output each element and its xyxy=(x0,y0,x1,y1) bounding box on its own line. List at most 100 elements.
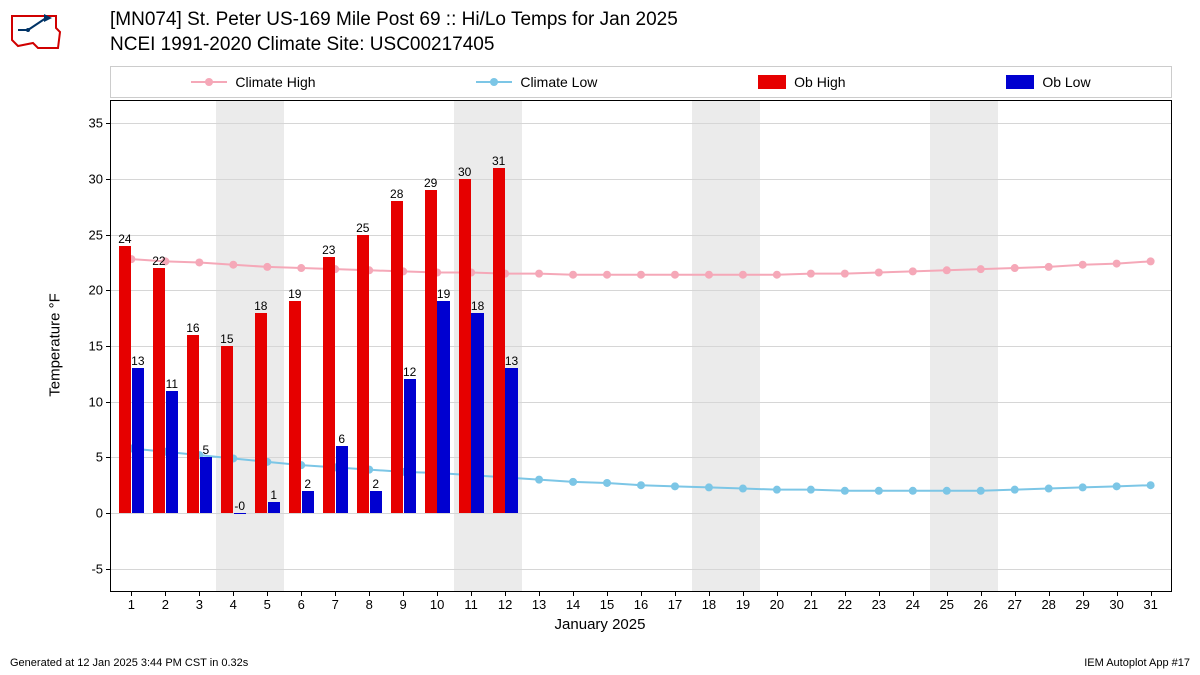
climate-high-marker xyxy=(875,269,883,277)
climate-high-marker xyxy=(909,267,917,275)
gridline xyxy=(111,513,1171,514)
ob-low-bar xyxy=(404,379,416,513)
bar-value-label: 31 xyxy=(492,154,505,168)
ob-low-bar xyxy=(437,301,449,513)
bar-value-label: 15 xyxy=(220,332,233,346)
bar-value-label: 2 xyxy=(372,477,379,491)
climate-high-marker xyxy=(1045,263,1053,271)
legend: Climate High Climate Low Ob High Ob Low xyxy=(110,66,1172,98)
climate-high-marker xyxy=(1147,257,1155,265)
bar-value-label: 12 xyxy=(403,365,416,379)
climate-low-line xyxy=(131,448,1150,490)
bar-value-label: 28 xyxy=(390,187,403,201)
ob-high-bar xyxy=(391,201,403,513)
bar-value-label: 19 xyxy=(288,287,301,301)
footer-app: IEM Autoplot App #17 xyxy=(1084,657,1190,669)
bar-value-label: 5 xyxy=(202,443,209,457)
ob-high-bar xyxy=(323,257,335,513)
climate-high-marker xyxy=(569,271,577,279)
chart-title: [MN074] St. Peter US-169 Mile Post 69 ::… xyxy=(110,8,678,57)
bar-value-label: 18 xyxy=(471,299,484,313)
legend-label: Ob Low xyxy=(1042,74,1090,90)
gridline xyxy=(111,179,1171,180)
climate-high-marker xyxy=(1079,261,1087,269)
ob-low-bar xyxy=(505,368,517,513)
ob-low-bar xyxy=(302,491,314,513)
climate-low-marker xyxy=(1079,483,1087,491)
bar-value-label: 19 xyxy=(437,287,450,301)
bar-value-label: 29 xyxy=(424,176,437,190)
gridline xyxy=(111,123,1171,124)
ob-high-bar xyxy=(119,246,131,513)
bar-value-label: 1 xyxy=(270,488,277,502)
climate-high-marker xyxy=(603,271,611,279)
ob-high-bar xyxy=(187,335,199,513)
ob-low-bar xyxy=(268,502,280,513)
ob-low-bar xyxy=(370,491,382,513)
climate-low-marker xyxy=(841,487,849,495)
climate-low-marker xyxy=(603,479,611,487)
title-line-1: [MN074] St. Peter US-169 Mile Post 69 ::… xyxy=(110,8,678,33)
climate-high-marker xyxy=(1011,264,1019,272)
bar-value-label: 13 xyxy=(131,354,144,368)
legend-item-climate-low: Climate Low xyxy=(476,74,597,90)
ob-high-bar xyxy=(221,346,233,513)
climate-low-marker xyxy=(909,487,917,495)
gridline xyxy=(111,457,1171,458)
climate-low-marker xyxy=(535,476,543,484)
bar-value-label: 24 xyxy=(118,232,131,246)
climate-low-marker xyxy=(1011,486,1019,494)
ob-high-bar xyxy=(459,179,471,513)
climate-low-marker xyxy=(807,486,815,494)
climate-high-line xyxy=(131,259,1150,275)
gridline xyxy=(111,290,1171,291)
climate-high-marker xyxy=(807,270,815,278)
gridline xyxy=(111,235,1171,236)
bar-value-label: 22 xyxy=(152,254,165,268)
ob-high-bar xyxy=(255,313,267,513)
climate-high-marker xyxy=(535,270,543,278)
climate-high-marker xyxy=(671,271,679,279)
legend-label: Climate High xyxy=(235,74,315,90)
ob-low-bar xyxy=(234,513,246,514)
bar-value-label: 30 xyxy=(458,165,471,179)
ob-high-bar xyxy=(493,168,505,513)
climate-high-marker xyxy=(637,271,645,279)
bar-value-label: 11 xyxy=(166,377,178,391)
legend-label: Ob High xyxy=(794,74,845,90)
ob-high-bar xyxy=(425,190,437,513)
climate-low-marker xyxy=(1113,482,1121,490)
iem-logo-icon xyxy=(8,8,63,53)
ob-low-bar xyxy=(471,313,483,513)
bar-value-label: 2 xyxy=(304,477,311,491)
bar-value-label: 13 xyxy=(505,354,518,368)
climate-low-marker xyxy=(773,486,781,494)
ob-low-bar xyxy=(166,391,178,514)
ob-high-bar xyxy=(289,301,301,513)
gridline xyxy=(111,402,1171,403)
legend-item-climate-high: Climate High xyxy=(191,74,315,90)
legend-item-ob-high: Ob High xyxy=(758,74,845,90)
bar-value-label: 16 xyxy=(186,321,199,335)
legend-item-ob-low: Ob Low xyxy=(1006,74,1090,90)
climate-high-marker xyxy=(841,270,849,278)
climate-high-marker xyxy=(297,264,305,272)
ob-low-bar xyxy=(336,446,348,513)
gridline xyxy=(111,346,1171,347)
title-line-2: NCEI 1991-2020 Climate Site: USC00217405 xyxy=(110,33,678,58)
legend-label: Climate Low xyxy=(520,74,597,90)
climate-low-marker xyxy=(875,487,883,495)
climate-low-marker xyxy=(1147,481,1155,489)
bar-value-label: -0 xyxy=(234,499,245,513)
ob-high-bar xyxy=(153,268,165,513)
bar-value-label: 25 xyxy=(356,221,369,235)
chart-plot-area: -505101520253035123456789101112131415161… xyxy=(110,100,1172,592)
climate-high-marker xyxy=(195,258,203,266)
bar-value-label: 23 xyxy=(322,243,335,257)
bar-value-label: 18 xyxy=(254,299,267,313)
footer-generated: Generated at 12 Jan 2025 3:44 PM CST in … xyxy=(10,657,248,669)
ob-low-bar xyxy=(132,368,144,513)
climate-low-marker xyxy=(1045,485,1053,493)
climate-high-marker xyxy=(773,271,781,279)
climate-low-marker xyxy=(671,482,679,490)
